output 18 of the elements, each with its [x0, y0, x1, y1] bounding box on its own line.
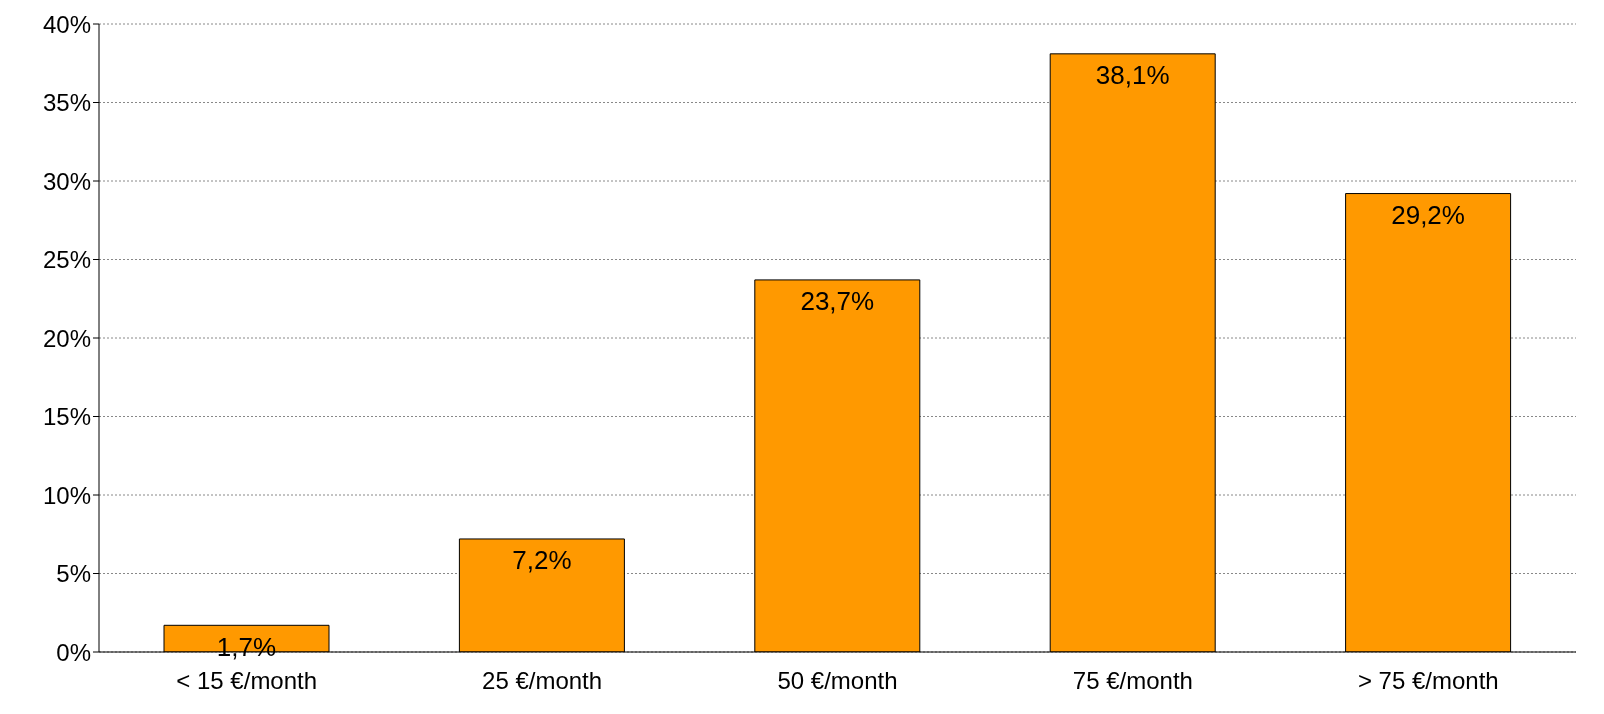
y-tick-label: 0%: [56, 638, 91, 666]
x-tick-label: 75 €/month: [1072, 667, 1193, 695]
y-tick-label: 5%: [56, 560, 91, 588]
y-tick-label: 15%: [42, 403, 91, 431]
y-tick-label: 10%: [42, 481, 91, 509]
y-tick-label: 20%: [42, 324, 91, 352]
data-label: 38,1%: [1095, 60, 1170, 91]
x-tick-label: 25 €/month: [482, 667, 603, 695]
data-label: 23,7%: [800, 286, 875, 317]
x-tick-label: > 75 €/month: [1357, 667, 1499, 695]
y-tick-label: 30%: [42, 167, 91, 195]
data-label: 7,2%: [512, 545, 572, 576]
data-label: 29,2%: [1391, 200, 1465, 231]
x-tick-label: < 15 €/month: [176, 667, 318, 695]
y-tick-label: 40%: [42, 10, 91, 38]
x-tick-label: 50 €/month: [777, 667, 898, 695]
y-tick-label: 35%: [42, 89, 91, 117]
y-tick-label: 25%: [42, 246, 91, 274]
